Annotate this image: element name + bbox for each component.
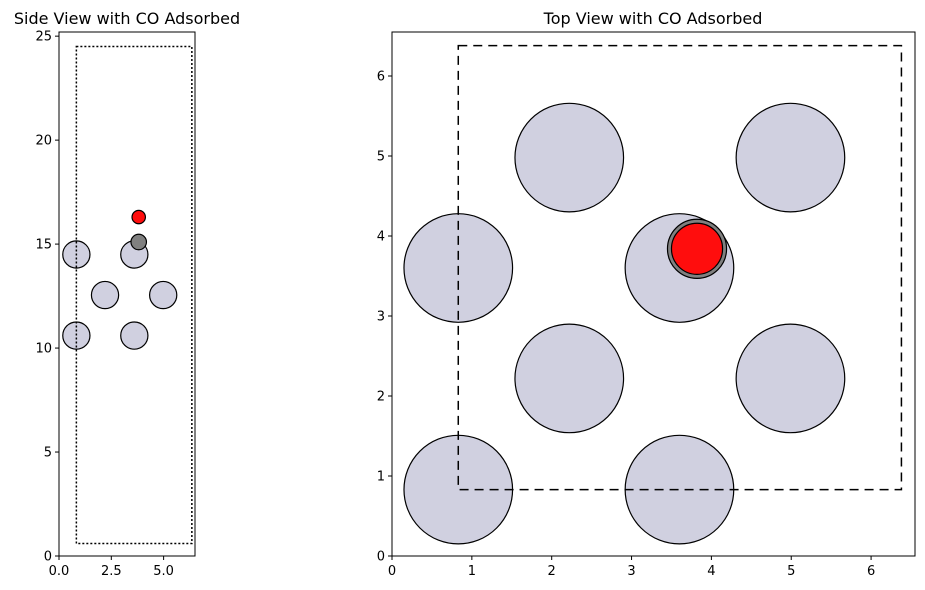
top-view-y-tick-label: 2 <box>377 390 385 405</box>
side-view-y-tick-label: 10 <box>35 342 52 357</box>
top-view-atom-pt-7 <box>735 102 846 213</box>
top-view-y-tick-label: 4 <box>377 230 385 245</box>
top-view-x-ticks: 0 1 2 3 4 5 6 <box>388 556 875 579</box>
top-view-x-tick-label: 4 <box>707 564 715 579</box>
top-view-y-tick-label: 1 <box>377 470 385 485</box>
top-view-atom-pt-6 <box>514 102 625 213</box>
top-view-axes-frame <box>391 31 916 557</box>
side-view-atom-pt-1 <box>120 321 149 350</box>
side-view-atom-pt-3 <box>148 280 178 310</box>
side-view-x-tick-label: 0.0 <box>49 564 70 579</box>
top-view-y-ticks: 0 1 2 3 4 5 6 <box>377 70 392 565</box>
side-view-atom-o-7 <box>131 209 147 225</box>
top-view-panel: Top View with CO Adsorbed 0 1 2 3 4 5 6 0 1 2 3 4 5 6 <box>377 9 916 579</box>
side-view-atom-pt-2 <box>90 280 120 310</box>
side-view-axes-frame <box>58 31 196 557</box>
top-view-title: Top View with CO Adsorbed <box>543 9 763 28</box>
top-view-atoms <box>403 102 846 545</box>
side-view-title: Side View with CO Adsorbed <box>14 9 240 28</box>
side-view-atom-c-6 <box>130 233 148 251</box>
side-view-y-tick-label: 5 <box>44 446 52 461</box>
top-view-y-tick-label: 3 <box>377 310 385 325</box>
top-view-x-tick-label: 3 <box>627 564 635 579</box>
side-view-x-tick-label: 2.5 <box>101 564 122 579</box>
top-view-cell-rect <box>457 44 903 491</box>
side-view-y-ticks: 0 5 10 15 20 25 <box>35 30 59 565</box>
top-view-x-tick-label: 6 <box>867 564 875 579</box>
top-view-x-tick-label: 1 <box>468 564 476 579</box>
top-view-atom-pt-3 <box>735 323 846 434</box>
top-view-atom-o-9 <box>670 222 724 275</box>
top-view-x-tick-label: 5 <box>787 564 795 579</box>
side-view-y-tick-label: 15 <box>35 238 52 253</box>
side-view-y-tick-label: 0 <box>44 550 52 565</box>
side-view-atoms <box>62 209 178 350</box>
top-view-x-tick-label: 0 <box>388 564 396 579</box>
side-view-x-tick-label: 5.0 <box>153 564 174 579</box>
side-view-y-tick-label: 20 <box>35 134 52 149</box>
top-view-atom-pt-2 <box>514 323 625 434</box>
top-view-cell-outline <box>457 44 903 491</box>
top-view-y-tick-label: 0 <box>377 550 385 565</box>
side-view-panel: Side View with CO Adsorbed 0.0 2.5 5.0 0 5 10… <box>14 9 240 579</box>
side-view-y-tick-label: 25 <box>35 30 52 45</box>
top-view-x-tick-label: 2 <box>548 564 556 579</box>
side-view-cell-outline <box>75 45 193 545</box>
side-view-cell-rect <box>75 45 193 545</box>
side-view-x-ticks: 0.0 2.5 5.0 <box>49 556 174 579</box>
top-view-y-tick-label: 5 <box>377 150 385 165</box>
top-view-y-tick-label: 6 <box>377 70 385 85</box>
